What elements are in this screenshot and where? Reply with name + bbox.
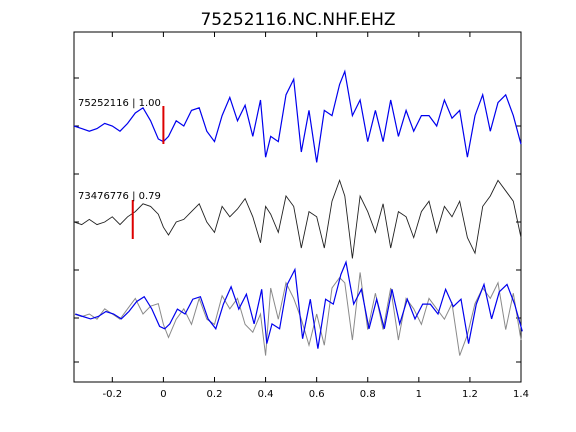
x-tick-label: 0 — [160, 389, 166, 400]
overlay-blue-line — [75, 259, 523, 349]
x-tick-label: 0.4 — [258, 389, 274, 400]
plot-area-frame — [73, 31, 522, 383]
x-tick-label: 0.6 — [309, 389, 325, 400]
trace-1-line — [73, 69, 522, 163]
x-tick-labels: -0.2 0 0.2 0.4 0.6 0.8 1 1.2 1.4 — [103, 389, 529, 400]
x-tick-label: 1.4 — [513, 389, 529, 400]
trace-2-line — [73, 179, 522, 259]
x-tick-label: 0.8 — [360, 389, 376, 400]
x-tick-label: 1 — [416, 389, 422, 400]
trace-label-2: 73476776 | 0.79 — [78, 191, 161, 202]
pick-markers — [131, 106, 165, 239]
x-tick-label: 1.2 — [462, 389, 478, 400]
x-tick-label: -0.2 — [103, 389, 123, 400]
trace-lines — [73, 69, 523, 356]
overlay-gray-line — [73, 272, 522, 356]
trace-label-1: 75252116 | 1.00 — [78, 98, 161, 109]
axis-ticks — [74, 32, 522, 382]
x-tick-label: 0.2 — [207, 389, 223, 400]
chart-title: 75252116.NC.NHF.EHZ — [200, 10, 395, 30]
